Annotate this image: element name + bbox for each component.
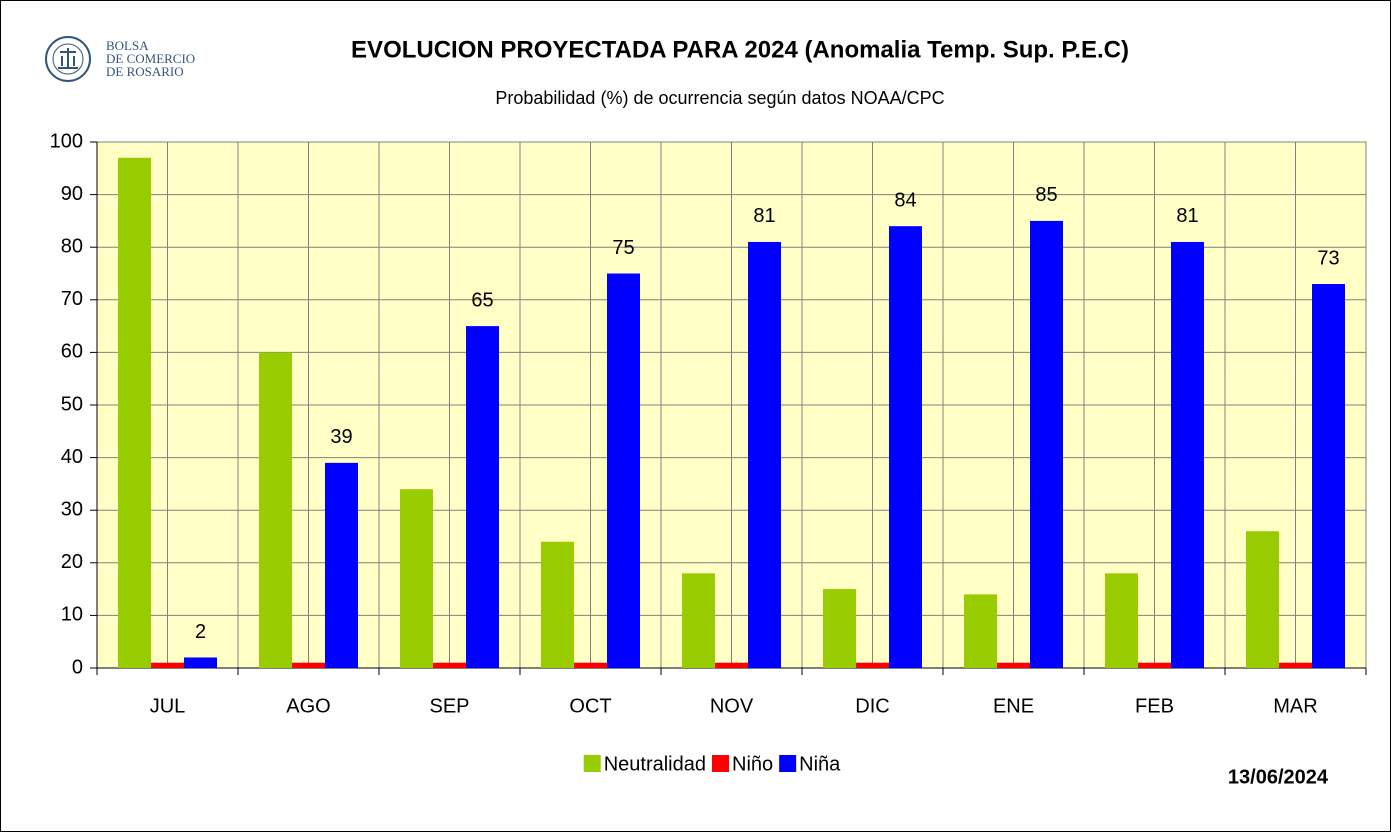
- bar: [574, 662, 607, 668]
- data-label: 73: [1317, 247, 1339, 269]
- legend-label: Niña: [799, 753, 841, 775]
- x-tick-label: NOV: [710, 695, 754, 717]
- bar: [325, 462, 358, 668]
- x-tick-label: DIC: [855, 695, 889, 717]
- y-tick-label: 50: [61, 393, 83, 415]
- logo-text: BOLSA: [106, 38, 149, 53]
- y-tick-label: 20: [61, 551, 83, 573]
- bar: [1246, 531, 1279, 668]
- logo-emblem-building: [58, 48, 78, 69]
- chart-title: EVOLUCION PROYECTADA PARA 2024 (Anomalia…: [351, 36, 1129, 63]
- bar: [184, 657, 217, 668]
- x-tick-label: OCT: [569, 695, 611, 717]
- legend-swatch: [583, 755, 601, 772]
- bar: [292, 662, 325, 668]
- logo-text: DE ROSARIO: [106, 64, 184, 79]
- y-tick-label: 30: [61, 498, 83, 520]
- bar: [1312, 284, 1345, 668]
- legend-swatch: [779, 755, 797, 772]
- bar: [1030, 220, 1063, 668]
- data-label: 65: [471, 289, 493, 311]
- data-label: 39: [330, 426, 352, 448]
- bar: [682, 573, 715, 668]
- data-label: 81: [753, 205, 775, 227]
- data-label: 75: [612, 237, 634, 259]
- y-tick-label: 10: [61, 604, 83, 626]
- bar: [541, 541, 574, 668]
- y-tick-label: 100: [50, 130, 83, 152]
- bar: [964, 594, 997, 668]
- bar: [118, 157, 151, 668]
- data-label: 84: [894, 189, 916, 211]
- x-tick-label: JUL: [150, 695, 186, 717]
- bar: [748, 241, 781, 668]
- x-tick-label: AGO: [286, 695, 330, 717]
- bar: [433, 662, 466, 668]
- bar: [1105, 573, 1138, 668]
- x-tick-label: FEB: [1135, 695, 1174, 717]
- y-tick-label: 0: [72, 656, 83, 678]
- bar: [1279, 662, 1312, 668]
- y-tick-label: 40: [61, 446, 83, 468]
- x-tick-label: MAR: [1273, 695, 1317, 717]
- y-tick-label: 80: [61, 235, 83, 257]
- bar: [823, 589, 856, 668]
- logo-emblem-inner: [52, 43, 84, 75]
- logo-text: DE COMERCIO: [106, 51, 195, 66]
- bar: [856, 662, 889, 668]
- bar: [259, 352, 292, 668]
- x-tick-label: ENE: [993, 695, 1034, 717]
- date: 13/06/2024: [1228, 766, 1329, 788]
- bar: [997, 662, 1030, 668]
- data-label: 2: [195, 621, 206, 643]
- bar: [400, 489, 433, 668]
- legend-label: Neutralidad: [604, 753, 706, 775]
- bar: [715, 662, 748, 668]
- bar: [1138, 662, 1171, 668]
- data-label: 81: [1176, 205, 1198, 227]
- bar: [607, 273, 640, 668]
- bar: [889, 226, 922, 668]
- legend: Neutralidad Niño Niña: [583, 753, 841, 775]
- y-tick-label: 60: [61, 341, 83, 363]
- y-tick-label: 90: [61, 183, 83, 205]
- bar: [1171, 241, 1204, 668]
- legend-label: Niño: [732, 753, 773, 775]
- chart-subtitle: Probabilidad (%) de ocurrencia según dat…: [495, 88, 944, 108]
- bar: [466, 326, 499, 668]
- data-label: 85: [1035, 184, 1057, 206]
- logo: BOLSA DE COMERCIO DE ROSARIO: [45, 36, 195, 82]
- x-tick-label: SEP: [429, 695, 469, 717]
- y-tick-label: 70: [61, 288, 83, 310]
- legend-swatch: [712, 755, 730, 772]
- bar: [151, 662, 184, 668]
